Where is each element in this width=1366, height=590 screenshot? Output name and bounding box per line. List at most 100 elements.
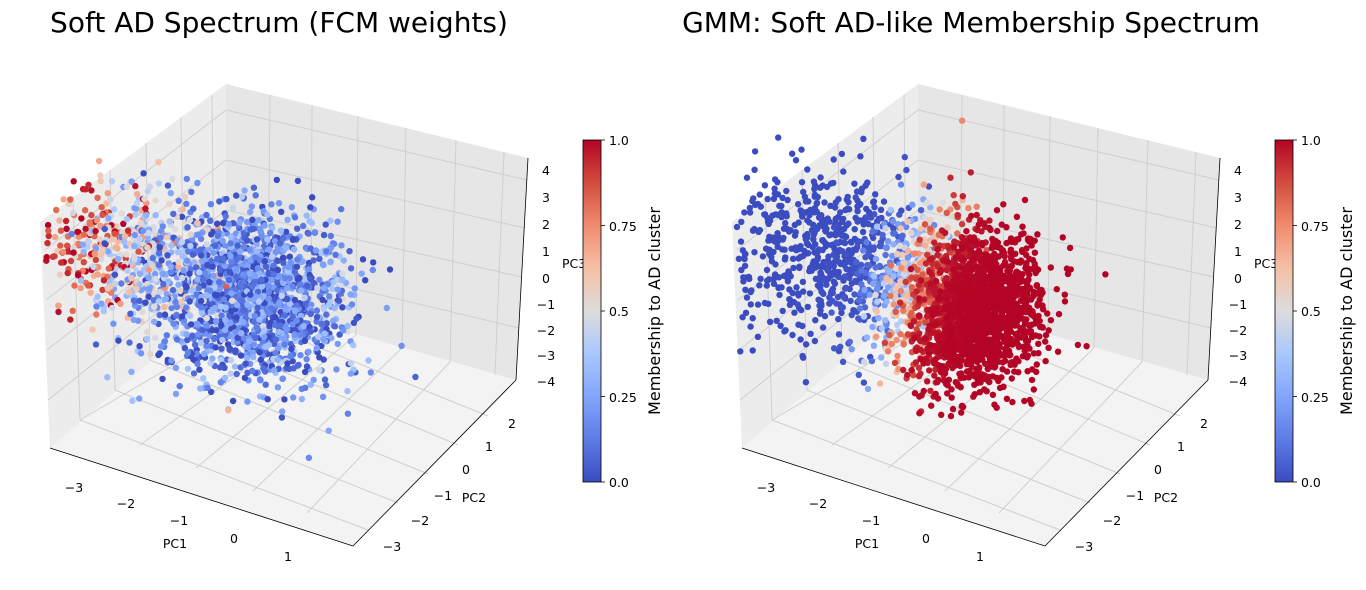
scatter-point [238,296,245,304]
scatter-point [286,253,293,260]
scatter-point [999,366,1006,373]
scatter-point [175,197,182,204]
scatter-point [244,237,251,244]
scatter-point [180,267,187,274]
scatter-point [757,275,764,282]
scatter-point [873,308,880,315]
scatter-point [79,241,87,248]
scatter-point [901,153,908,161]
scatter-point [312,247,320,254]
scatter-point [265,295,272,302]
scatter-point [266,246,273,253]
scatter-point [249,216,256,223]
scatter-point [155,298,163,305]
scatter-point [307,310,314,317]
scatter-point [974,299,982,306]
scatter-point [68,230,75,238]
scatter-point [136,297,143,304]
scatter-point [922,242,929,249]
scatter-point [786,296,793,303]
scatter-point [240,271,247,278]
scatter-point [936,206,943,213]
scatter-point [1029,366,1036,373]
scatter-point [927,387,934,394]
scatter-point [296,274,303,282]
scatter-point [870,342,878,349]
scatter-point [1019,353,1027,360]
scatter-point [949,405,957,413]
scatter-point [790,264,797,272]
scatter-point [1010,258,1018,265]
scatter-point [383,304,390,312]
scatter-point [851,291,858,298]
scatter-point [326,293,333,300]
scatter-point [277,227,285,235]
scatter-point [882,360,890,367]
scatter-point [151,229,158,237]
scatter-point [289,321,296,328]
scatter-point [742,286,749,293]
scatter-point [329,285,336,292]
scatter-point [858,267,865,274]
scatter-point [140,170,147,177]
scatter-point [915,312,923,319]
scatter-point [947,174,954,181]
scatter-point [967,246,974,254]
scatter-point [1008,359,1016,366]
scatter-point [900,341,907,348]
scatter-point [1024,337,1032,345]
scatter-point [248,203,255,210]
scatter-point [943,266,950,274]
scatter-point [152,270,159,278]
scatter-point [161,338,169,345]
scatter-point [870,244,877,251]
scatter-point [164,252,171,259]
scatter-point [763,266,771,274]
scatter-point [262,343,269,350]
scatter-point [294,225,301,232]
scatter-point [198,304,205,311]
scatter-point [764,214,771,222]
scatter-point [69,209,77,217]
scatter-point [246,246,253,253]
scatter-point [155,351,162,359]
scatter-point [825,265,832,272]
scatter-point [276,322,284,329]
scatter-point [1026,271,1033,278]
scatter-point [70,178,77,185]
colorbar-tick-label: 1.0 [609,133,629,148]
scatter-point [921,296,928,303]
scatter-point [244,398,251,405]
scatter-point [782,327,789,334]
scatter-point [942,294,950,302]
scatter-point [960,288,967,296]
scatter-point [991,401,998,408]
scatter-point [329,317,337,324]
scatter-point [1030,350,1038,357]
scatter-point [398,342,405,349]
scatter-point [147,351,154,358]
scatter-point [856,305,864,312]
scatter-point [256,269,263,277]
scatter-point [746,209,754,216]
scatter-point [155,261,162,269]
scatter-point [261,258,268,265]
scatter-point [190,370,198,377]
y-tick-label: −2 [411,513,429,528]
scatter-point [976,389,983,396]
scatter-point [223,195,230,203]
scatter-point [280,259,287,267]
scatter-point [895,173,902,181]
x-axis-ticks: −3 −2 −1 0 1 PC1 [65,480,292,564]
scatter-point [172,390,180,398]
scatter-point [187,321,195,328]
scatter-point [989,391,997,398]
scatter-point [813,261,820,268]
scatter-point [118,210,125,217]
scatter-point [926,367,933,374]
scatter-point [252,334,259,342]
scatter-point [80,259,88,266]
scatter-point [233,314,240,321]
scatter-point [115,337,122,344]
scatter-point [203,337,210,345]
